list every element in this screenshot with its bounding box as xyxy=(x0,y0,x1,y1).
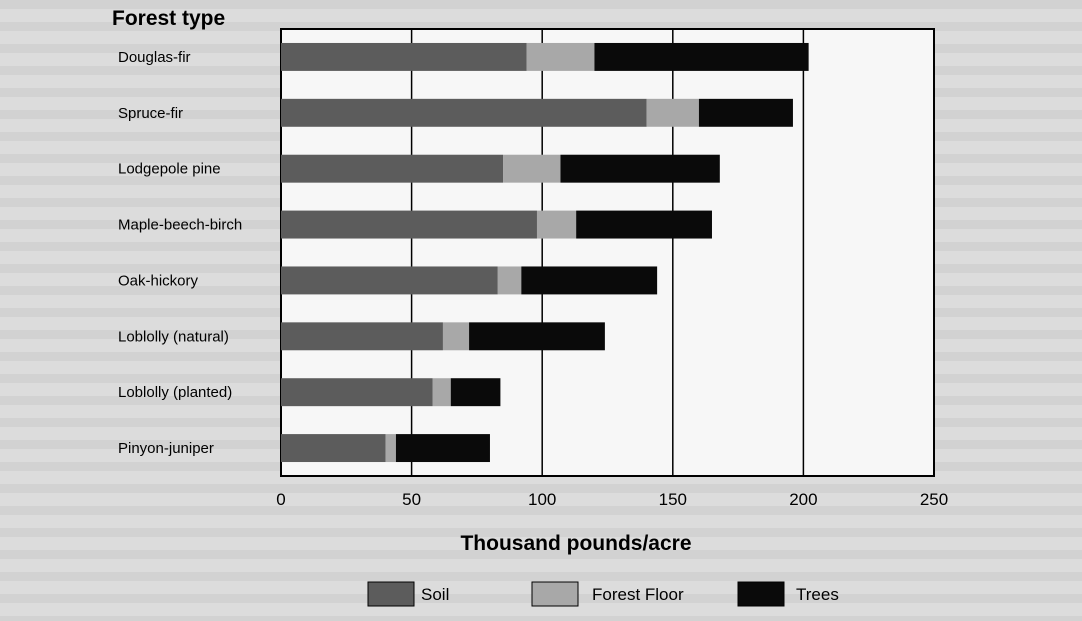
bar-forest-floor-7 xyxy=(385,434,396,463)
bar-soil-5 xyxy=(281,322,443,351)
bar-forest-floor-6 xyxy=(432,378,451,407)
category-labels: Douglas-fir Spruce-fir Lodgepole pine Maple… xyxy=(118,49,242,457)
category-label: Spruce-fir xyxy=(118,105,183,122)
bar-soil-4 xyxy=(281,266,498,295)
bar-trees-5 xyxy=(469,322,605,351)
x-tick-label: 100 xyxy=(528,490,556,509)
legend-label: Trees xyxy=(796,585,839,604)
x-tick-label: 250 xyxy=(920,490,948,509)
x-tick-label: 200 xyxy=(789,490,817,509)
legend-swatch-trees xyxy=(737,581,785,607)
bar-trees-3 xyxy=(576,210,712,239)
bars xyxy=(281,42,809,463)
category-label: Oak-hickory xyxy=(118,272,199,289)
bar-forest-floor-4 xyxy=(497,266,522,295)
bar-forest-floor-0 xyxy=(526,42,595,71)
bar-trees-0 xyxy=(594,42,809,71)
category-label: Lodgepole pine xyxy=(118,161,221,178)
x-axis-title: Thousand pounds/acre xyxy=(460,532,691,555)
plot-area xyxy=(280,28,935,477)
bar-forest-floor-1 xyxy=(646,98,699,127)
bar-trees-2 xyxy=(560,154,720,183)
bar-trees-4 xyxy=(521,266,658,295)
bar-forest-floor-3 xyxy=(536,210,577,239)
bar-soil-0 xyxy=(281,42,527,71)
legend-swatch-forest-floor xyxy=(531,581,579,607)
bar-soil-7 xyxy=(281,434,386,463)
legend-swatch-soil xyxy=(367,581,415,607)
bar-trees-1 xyxy=(698,98,793,127)
legend-label: Soil xyxy=(421,585,449,604)
category-label: Loblolly (natural) xyxy=(118,328,229,345)
bar-soil-6 xyxy=(281,378,433,407)
x-tick-label: 0 xyxy=(276,490,285,509)
legend-label: Forest Floor xyxy=(592,585,684,604)
chart-title: Forest type xyxy=(112,7,225,30)
bar-forest-floor-5 xyxy=(442,322,470,351)
x-tick-labels: 0 50 100 150 200 250 xyxy=(276,490,948,509)
bar-soil-1 xyxy=(281,98,647,127)
legend: Soil Forest Floor Trees xyxy=(367,581,839,607)
bar-forest-floor-2 xyxy=(503,154,561,183)
bar-trees-7 xyxy=(395,434,490,463)
bar-soil-3 xyxy=(281,210,537,239)
category-label: Douglas-fir xyxy=(118,49,191,66)
x-tick-label: 50 xyxy=(402,490,421,509)
category-label: Loblolly (planted) xyxy=(118,384,232,401)
x-tick-label: 150 xyxy=(659,490,687,509)
category-label: Pinyon-juniper xyxy=(118,440,214,457)
bar-soil-2 xyxy=(281,154,504,183)
bar-trees-6 xyxy=(450,378,501,407)
category-label: Maple-beech-birch xyxy=(118,217,242,234)
